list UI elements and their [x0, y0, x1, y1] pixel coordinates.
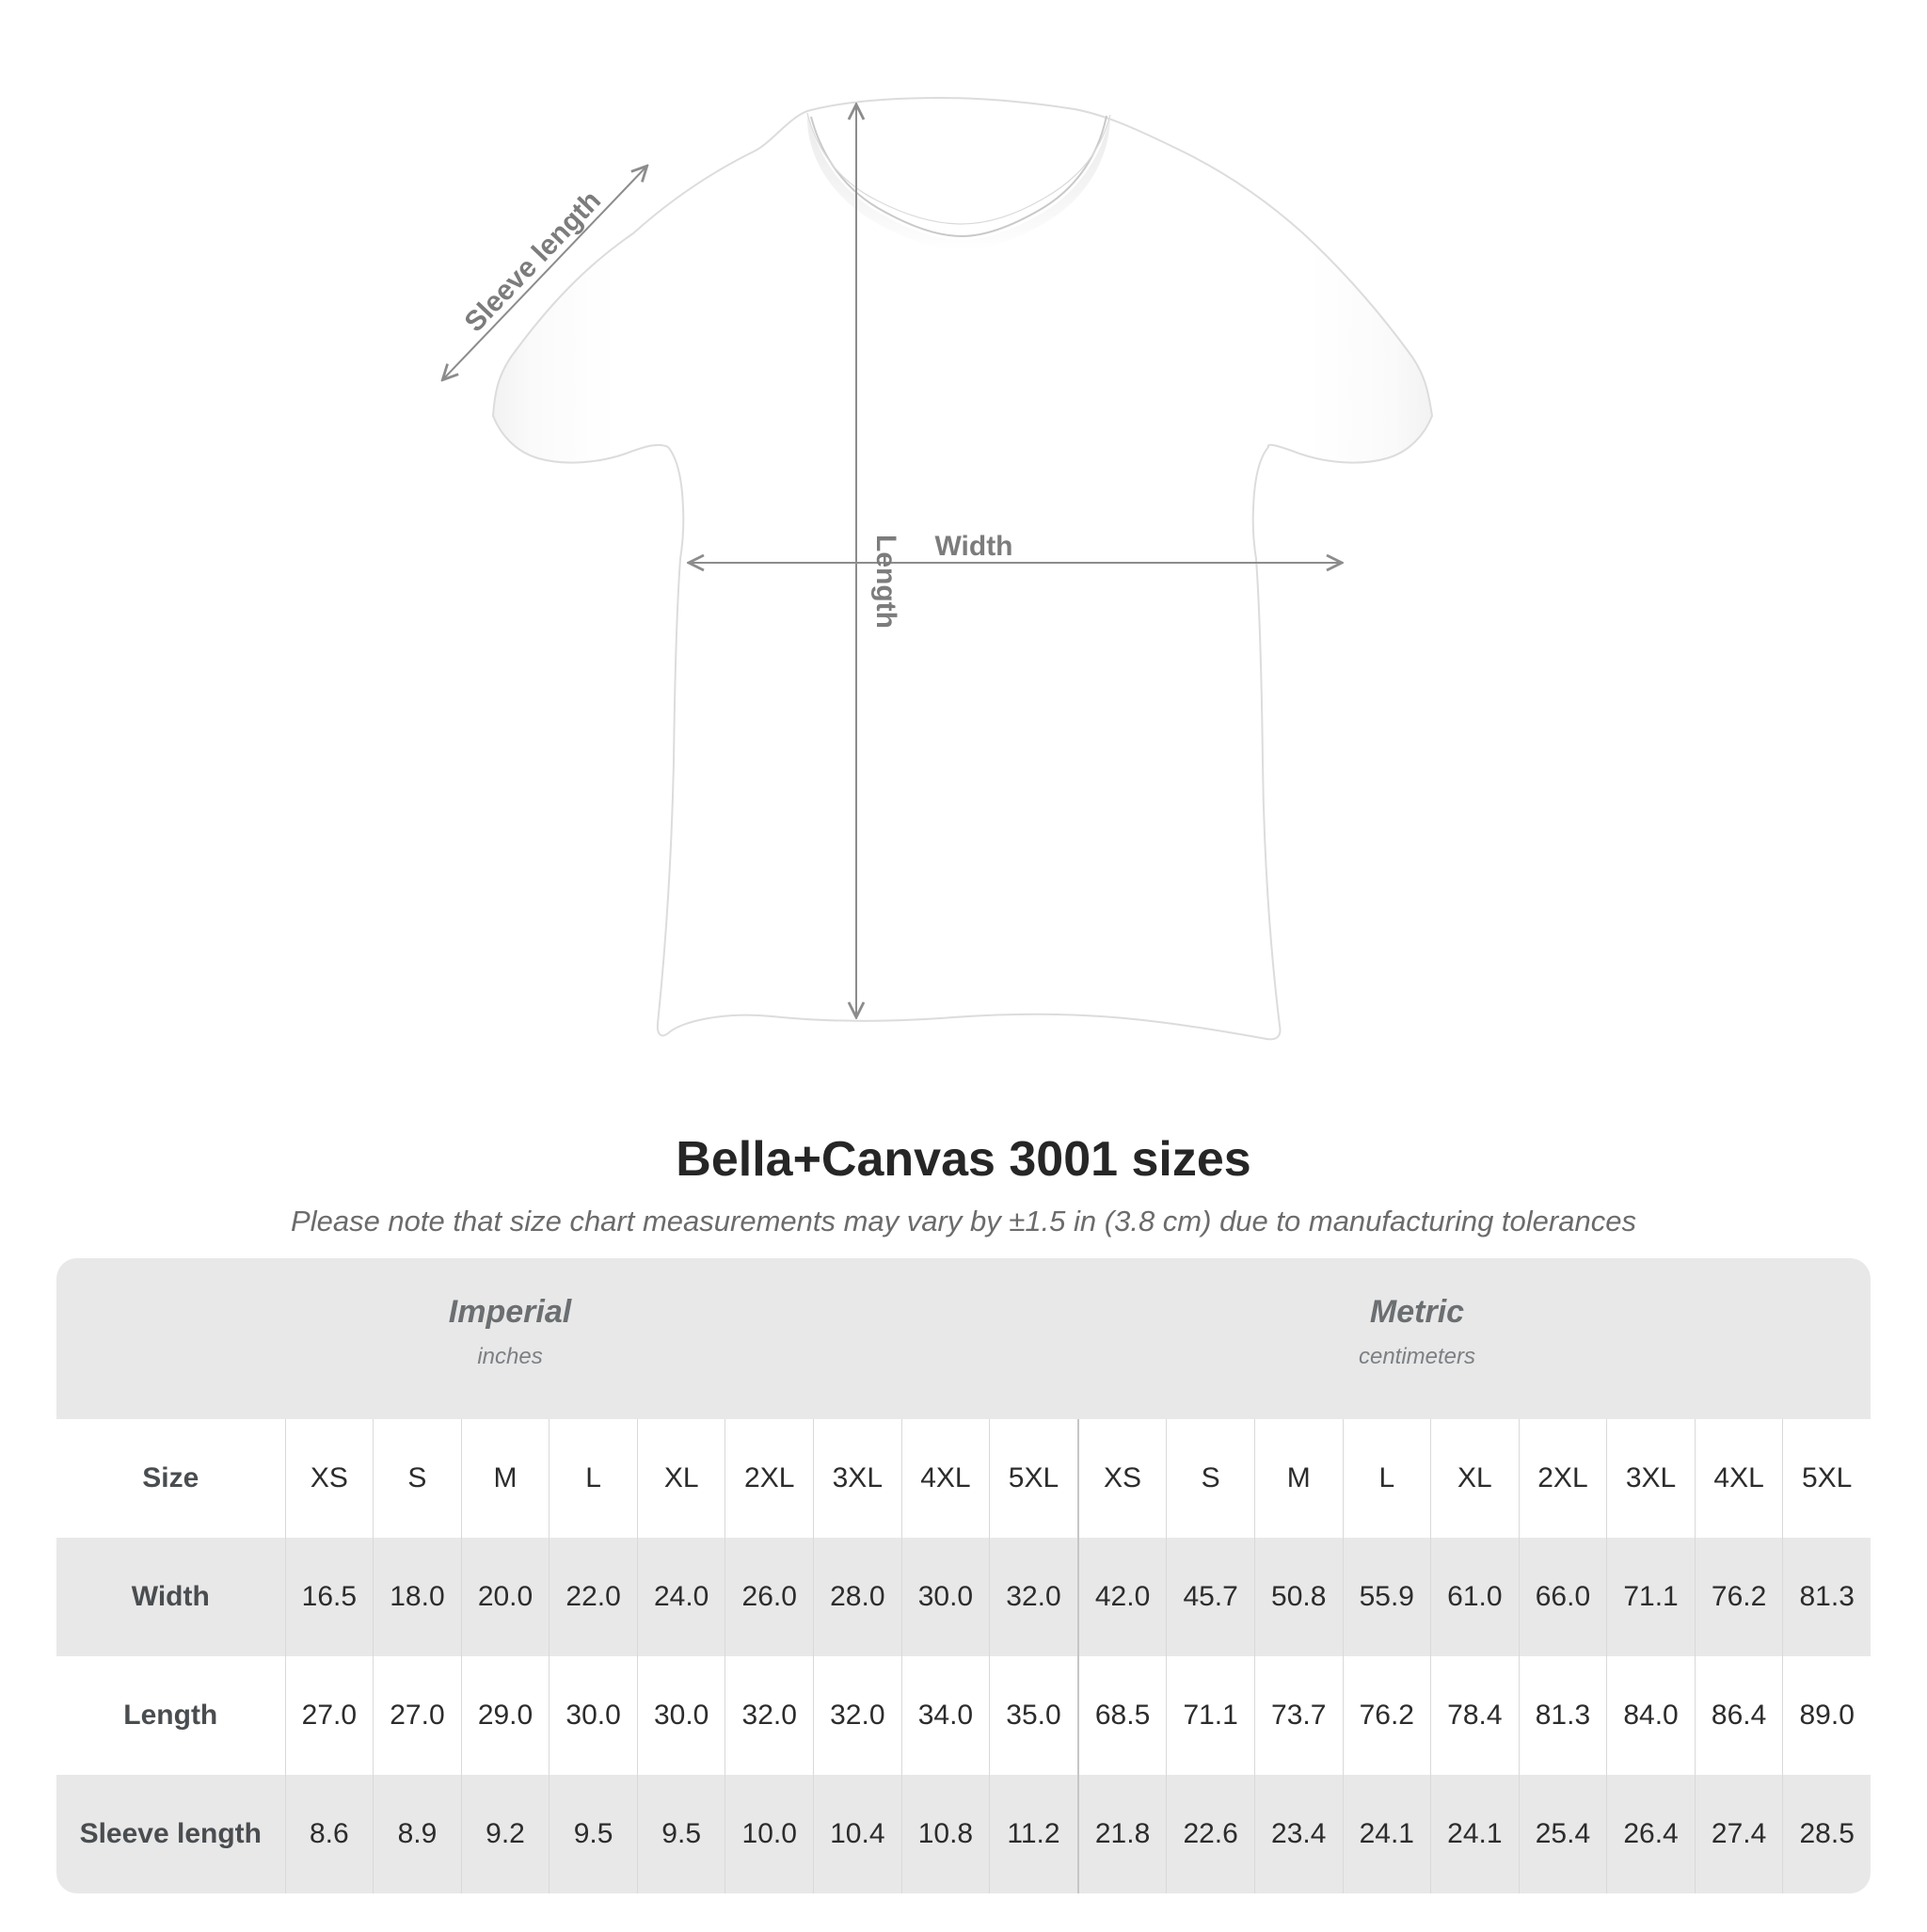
svg-text:Length: Length — [870, 535, 901, 629]
svg-text:Width: Width — [934, 531, 1012, 562]
